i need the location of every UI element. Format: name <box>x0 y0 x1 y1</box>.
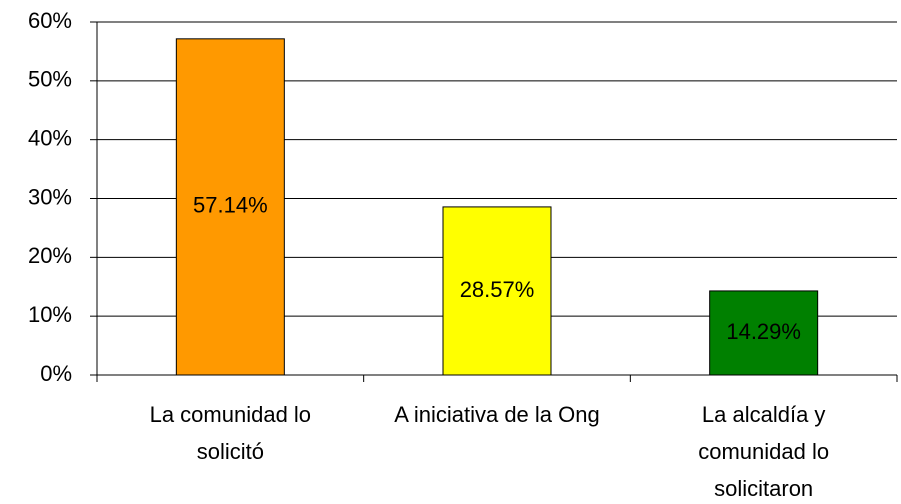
x-tick-label: La alcaldía y comunidad lo solicitaron <box>698 402 830 501</box>
y-tick-label: 40% <box>28 125 72 150</box>
value-label: 28.57% <box>460 277 535 302</box>
value-label: 14.29% <box>726 319 801 344</box>
y-tick-label: 50% <box>28 67 72 92</box>
bar <box>175 38 285 376</box>
bar <box>709 290 819 376</box>
x-tick-label: A iniciativa de la Ong <box>394 402 600 427</box>
y-tick-label: 20% <box>28 243 72 268</box>
y-tick-label: 60% <box>28 8 72 33</box>
bar <box>442 206 552 376</box>
x-tick-label: La comunidad lo solicitó <box>149 402 312 464</box>
value-label: 57.14% <box>193 193 268 218</box>
y-tick-label: 30% <box>28 184 72 209</box>
y-tick-label: 10% <box>28 302 72 327</box>
y-tick-label: 0% <box>40 361 72 386</box>
